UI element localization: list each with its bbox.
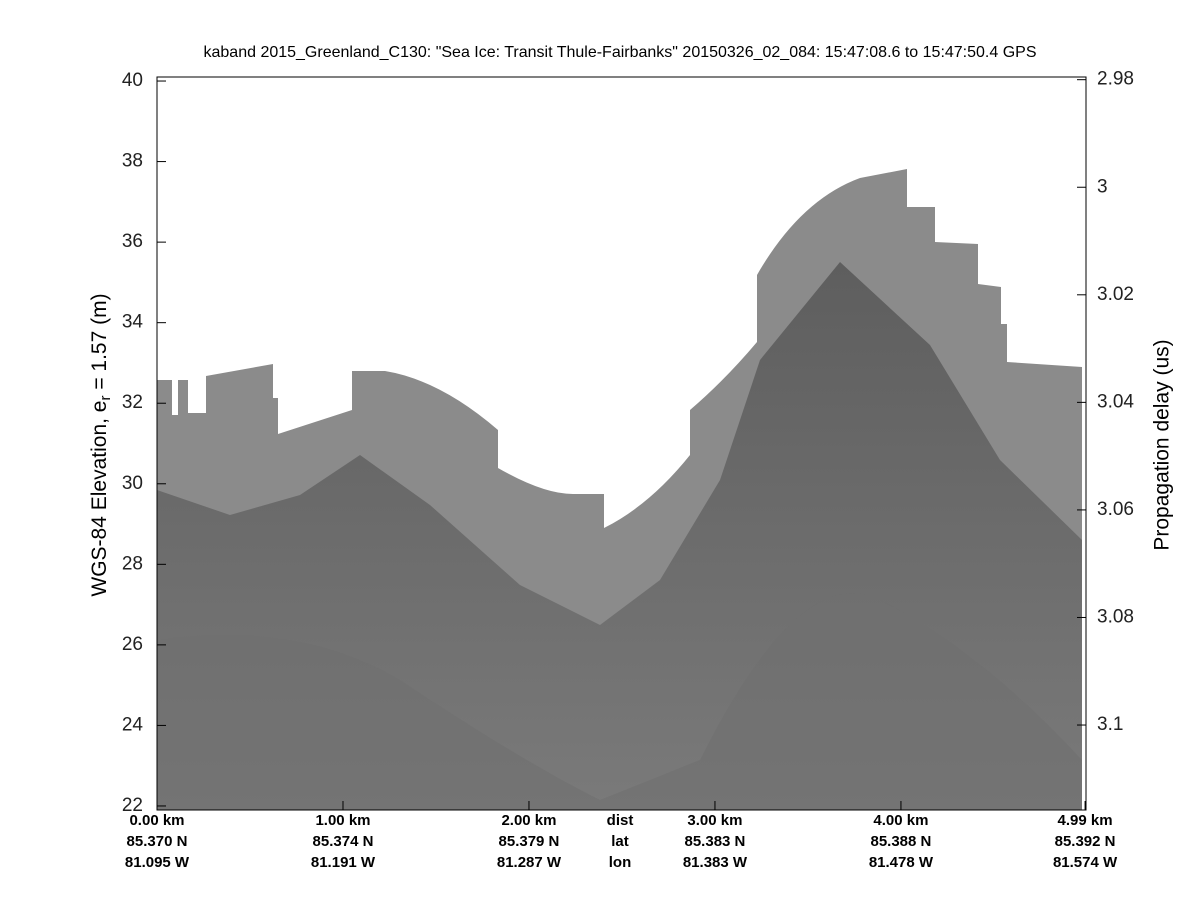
x-tick-label: 3.00 km bbox=[687, 812, 742, 829]
x-tick-label: 4.00 km bbox=[873, 812, 928, 829]
y2-tick-label: 3.06 bbox=[1097, 499, 1134, 520]
y-tick-label: 38 bbox=[122, 151, 143, 172]
y2-tick-label: 3.04 bbox=[1097, 391, 1134, 412]
y2-tick-label: 3.02 bbox=[1097, 284, 1134, 305]
lat-label: 85.383 N bbox=[685, 833, 746, 850]
y-tick-label: 32 bbox=[122, 392, 143, 413]
y2-tick-label: 3 bbox=[1097, 176, 1108, 197]
y-label-rest: = 1.57 (m) bbox=[88, 293, 111, 395]
x-tick-label: 0.00 km bbox=[129, 812, 184, 829]
row-label: lat bbox=[611, 833, 629, 850]
y2-tick-label: 2.98 bbox=[1097, 69, 1134, 90]
x-tick-label: 4.99 km bbox=[1058, 812, 1113, 829]
y2-tick-label: 3.08 bbox=[1097, 606, 1134, 627]
lat-label: 85.392 N bbox=[1055, 833, 1116, 850]
lat-label: 85.374 N bbox=[313, 833, 374, 850]
plot-frame bbox=[156, 76, 1087, 811]
lat-label: 85.388 N bbox=[870, 833, 931, 850]
chart-title: kaband 2015_Greenland_C130: "Sea Ice: Tr… bbox=[204, 44, 1037, 61]
y-tick-label: 24 bbox=[122, 714, 144, 735]
y-tick-label: 34 bbox=[122, 312, 144, 333]
lon-label: 81.095 W bbox=[125, 854, 190, 871]
y2-tick-label: 3.1 bbox=[1097, 714, 1123, 735]
echogram-deep-band bbox=[157, 593, 1082, 810]
y-tick-label: 26 bbox=[122, 634, 143, 655]
y-tick-label: 22 bbox=[122, 795, 143, 816]
y-tick-label: 36 bbox=[122, 231, 143, 252]
x-tick-label: 2.00 km bbox=[501, 812, 556, 829]
y-tick-label: 30 bbox=[122, 473, 143, 494]
lon-label: 81.287 W bbox=[497, 854, 562, 871]
y-label-main: WGS-84 Elevation, e bbox=[88, 401, 111, 597]
y-axis-label: WGS-84 Elevation, er = 1.57 (m) bbox=[88, 293, 114, 596]
row-label: lon bbox=[609, 854, 632, 871]
lon-label: 81.478 W bbox=[869, 854, 934, 871]
x-tick-label: 1.00 km bbox=[315, 812, 370, 829]
lat-label: 85.370 N bbox=[127, 833, 188, 850]
lon-label: 81.383 W bbox=[683, 854, 748, 871]
y2-axis-label: Propagation delay (us) bbox=[1151, 339, 1174, 550]
y-tick-label: 28 bbox=[122, 553, 143, 574]
lat-label: 85.379 N bbox=[499, 833, 560, 850]
y-label-sub: r bbox=[97, 396, 114, 401]
row-label: dist bbox=[607, 812, 634, 829]
lon-label: 81.574 W bbox=[1053, 854, 1118, 871]
y-tick-label: 40 bbox=[122, 70, 143, 91]
lon-label: 81.191 W bbox=[311, 854, 376, 871]
